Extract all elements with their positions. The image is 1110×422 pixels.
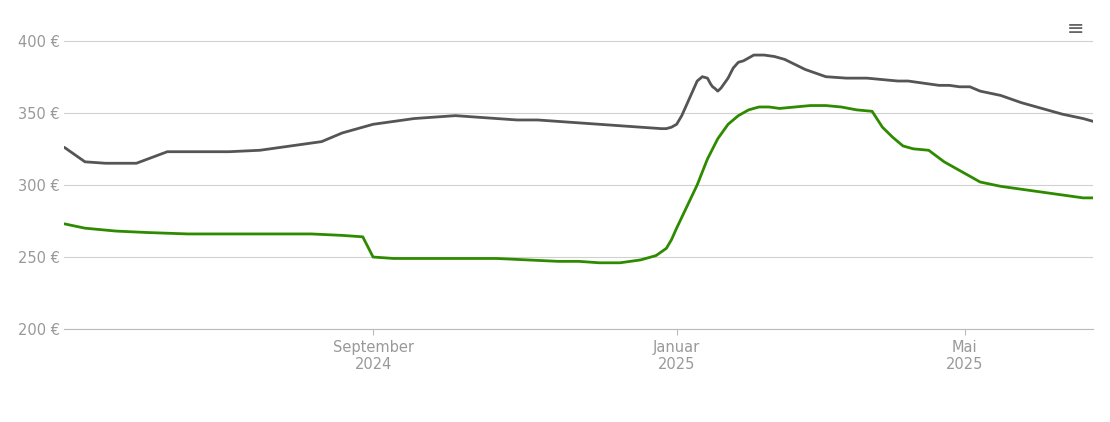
Text: ≡: ≡ (1067, 19, 1084, 39)
